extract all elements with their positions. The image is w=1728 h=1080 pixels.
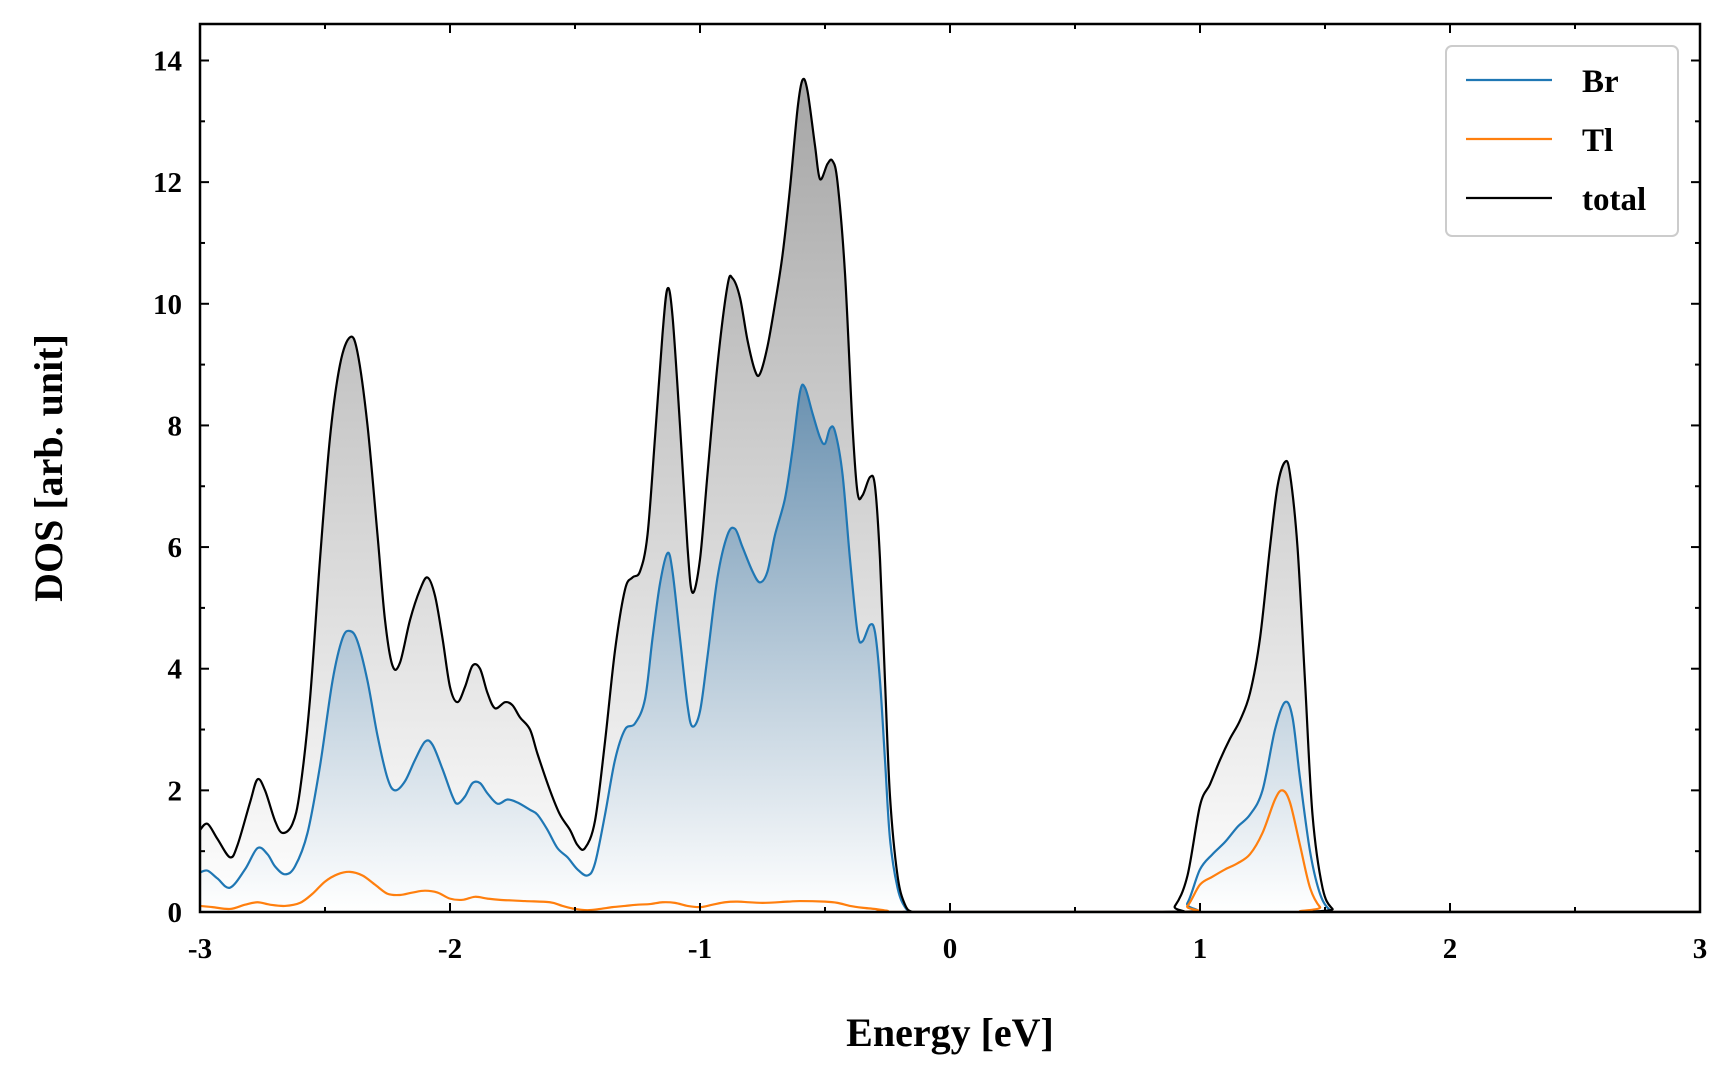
y-tick-label: 12	[153, 167, 182, 199]
y-axis-title: DOS [arb. unit]	[26, 334, 71, 602]
x-axis-title: Energy [eV]	[846, 1010, 1054, 1055]
y-tick-label: 6	[168, 532, 183, 564]
y-tick-label: 8	[168, 410, 183, 442]
x-tick-label: -3	[188, 933, 212, 965]
y-tick-label: 4	[168, 654, 183, 686]
fill-br	[200, 384, 1700, 912]
x-tick-label: 0	[943, 933, 958, 965]
x-tick-label: -1	[688, 933, 712, 965]
area-fills	[200, 78, 1700, 912]
series-line-tl	[200, 789, 1700, 912]
y-tick-label: 2	[168, 775, 183, 807]
x-tick-label: -2	[438, 933, 462, 965]
legend-label-br: Br	[1582, 64, 1619, 100]
x-tick-label: 3	[1693, 933, 1708, 965]
legend: Br Tl total	[1445, 45, 1679, 237]
y-tick-label: 0	[168, 897, 183, 929]
legend-label-tl: Tl	[1582, 123, 1613, 159]
y-tick-label: 14	[153, 45, 182, 77]
legend-box	[1445, 45, 1679, 237]
legend-label-total: total	[1582, 182, 1646, 218]
x-tick-label: 1	[1193, 933, 1208, 965]
x-tick-label: 2	[1443, 933, 1458, 965]
y-tick-label: 10	[153, 289, 182, 321]
series-line-total	[200, 77, 1700, 912]
